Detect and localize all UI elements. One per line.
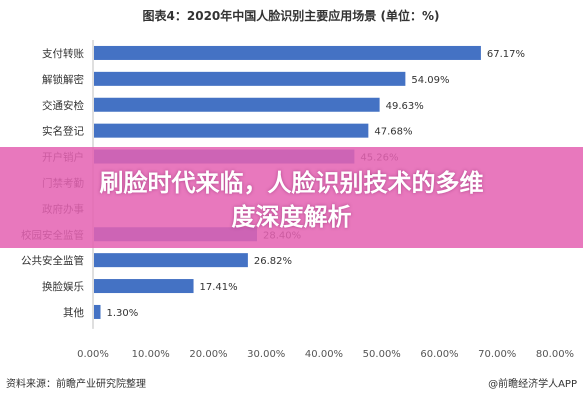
x-tick-label: 70.00% [478, 349, 516, 360]
value-label: 17.41% [200, 282, 238, 293]
bar [94, 304, 101, 319]
bar [94, 45, 481, 60]
value-label: 47.68% [374, 127, 412, 138]
category-label: 实名登记 [42, 125, 84, 138]
headline-text: 刷脸时代来临，人脸识别技术的多维 度深度解析 [0, 166, 583, 234]
category-label: 公共安全监管 [21, 254, 84, 267]
x-tick-label: 80.00% [536, 349, 574, 360]
x-tick-label: 0.00% [77, 349, 109, 360]
bar [94, 279, 194, 294]
category-label: 解锁解密 [42, 73, 84, 86]
bar [94, 253, 248, 268]
category-label: 交通安检 [42, 99, 84, 112]
category-label: 换脸娱乐 [42, 280, 84, 293]
category-label: 其他 [63, 306, 84, 319]
value-label: 49.63% [386, 101, 424, 112]
x-tick-label: 30.00% [247, 349, 285, 360]
headline-line-1: 刷脸时代来临，人脸识别技术的多维 [99, 169, 484, 197]
value-label: 54.09% [411, 75, 449, 86]
x-tick-label: 60.00% [420, 349, 458, 360]
x-tick-label: 10.00% [132, 349, 170, 360]
bar [94, 97, 380, 112]
headline-line-2: 度深度解析 [231, 203, 352, 231]
headline-banner: 刷脸时代来临，人脸识别技术的多维 度深度解析 [0, 147, 583, 248]
x-tick-label: 50.00% [363, 349, 401, 360]
bar [94, 71, 406, 86]
bar [94, 123, 369, 138]
category-label: 支付转账 [42, 47, 84, 60]
x-tick-label: 40.00% [305, 349, 343, 360]
x-tick-label: 20.00% [189, 349, 227, 360]
source-note: 资料来源：前瞻产业研究院整理 [6, 377, 146, 390]
value-label: 1.30% [107, 308, 139, 319]
value-label: 26.82% [254, 256, 292, 267]
brand-watermark: @前瞻经济学人APP [488, 377, 577, 390]
value-label: 67.17% [487, 49, 525, 60]
chart-title: 图表4：2020年中国人脸识别主要应用场景 (单位：%) [143, 8, 440, 23]
